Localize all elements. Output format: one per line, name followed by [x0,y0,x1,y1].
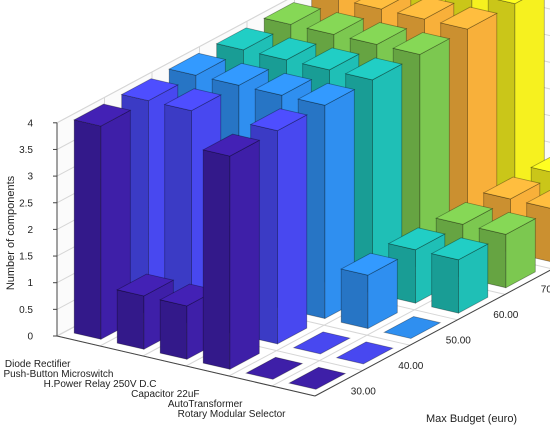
bar [202,133,261,370]
bar-top [430,237,489,261]
bar-top [301,47,360,71]
bar-top [396,0,455,20]
component-tick-label: Capacitor 22uF [131,389,199,400]
z-tick-label: 3.5 [19,145,33,156]
bar-top [263,2,322,25]
budget-tick-label: 60.00 [493,310,518,321]
bar-top [297,82,356,106]
x-axis-label: Max Budget (euro) [426,413,517,425]
bar-top [530,156,550,173]
z-tick-label: 1.5 [19,252,33,263]
component-axis-line [56,335,316,397]
z-tick-label: 2.5 [19,198,33,209]
bar-top [258,37,317,61]
bar [159,283,218,360]
component-tick-label: AutoTransformer [168,399,243,410]
component-tick-label: Diode Rectifier [5,359,71,370]
bar-top [497,0,523,5]
bar-top [435,201,494,225]
z-tick-label: 4 [27,118,33,129]
bar-side-right [229,139,260,370]
bar [430,237,489,314]
bar [292,331,351,355]
bar-top [349,22,408,45]
bar-top [249,108,308,132]
y-axis-label: Number of components [5,175,17,290]
budget-tick-label: 50.00 [446,336,471,347]
bar [383,316,442,339]
bar-zero [288,366,347,390]
bar-side-front [431,253,459,314]
bar-zero [245,356,304,380]
component-tick-label: H.Power Relay 250V D.C [44,379,157,390]
bars-layer [73,0,550,390]
bar-top [525,189,550,209]
bar-top [116,273,175,297]
budget-tick-label: 70.00 [541,285,550,296]
z-tick-label: 2 [27,225,33,236]
bar-side-front [202,149,231,370]
bar-top [478,211,537,235]
z-tick-label: 0.5 [19,305,33,316]
z-tick-label: 0 [27,332,33,343]
bar-top [215,27,274,51]
bar-top [392,32,451,55]
bar-side-front [73,119,102,340]
bar-top [387,227,446,251]
bar-top [163,88,222,112]
bar-top [353,0,400,10]
bar-top [202,133,261,157]
budget-tick-label: 40.00 [398,361,423,372]
component-tick-label: Rotary Modular Selector [178,409,286,420]
bar [245,356,304,380]
bar-zero [292,331,351,355]
bar-side-front [340,268,369,330]
bar-top [340,252,399,276]
z-tick-label: 1 [27,278,33,289]
bar-zero [335,341,394,365]
bar [340,252,399,330]
bar-top [254,72,313,96]
budget-axis-line [314,269,550,397]
bar [335,341,394,365]
bar-side-front [159,299,188,360]
budget-tick-label: 30.00 [351,386,376,397]
bar-top [120,78,179,102]
z-gridline [56,0,288,124]
bar-top [482,176,541,200]
bar [73,103,132,340]
bar-side-right [276,114,308,345]
component-tick-label: Push-Button Microswitch [3,369,113,380]
z-tick-label: 3 [27,172,33,183]
bar-top [211,62,270,86]
bar [288,366,347,390]
bar-top [168,52,227,76]
bar-side-front [116,289,145,350]
bar-top [306,12,365,35]
bar-top [344,57,403,81]
ticks-layer: 0 0.5 1 1.5 2 2.5 3 3.5 4 Diode RectifierPush-But… [3,118,550,420]
bar-top [439,6,498,30]
bar-top [73,103,132,127]
bar-zero [383,316,442,339]
